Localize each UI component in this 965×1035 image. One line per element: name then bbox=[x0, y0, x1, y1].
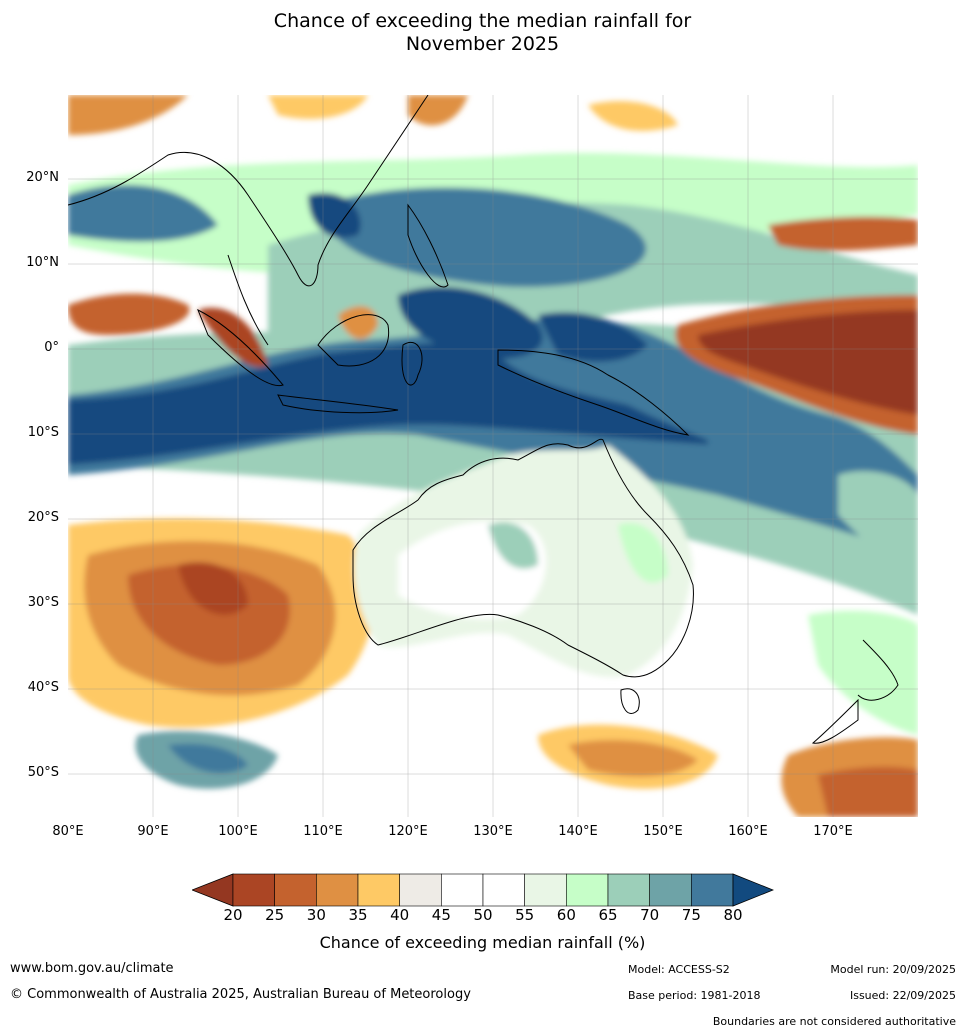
colorbar-tick-label: 55 bbox=[515, 906, 535, 924]
title-line-2: November 2025 bbox=[405, 33, 560, 55]
model-text: Model: ACCESS-S2 bbox=[628, 963, 730, 976]
title-line-1: Chance of exceeding the median rainfall … bbox=[273, 10, 692, 32]
lon-label-100e: 100°E bbox=[218, 824, 258, 839]
colorbar-tick-label: 40 bbox=[390, 906, 410, 924]
java-coast bbox=[277, 394, 399, 414]
lat-label-30s: 30°S bbox=[27, 595, 59, 610]
lat-label-50s: 50°S bbox=[27, 765, 59, 780]
graticule bbox=[68, 95, 918, 817]
lon-label-90e: 90°E bbox=[137, 824, 169, 839]
lon-label-150e: 150°E bbox=[643, 824, 683, 839]
colorbar-tick-label: 20 bbox=[223, 906, 243, 924]
colorbar-segment bbox=[316, 873, 359, 907]
lat-label-10n: 10°N bbox=[26, 255, 59, 270]
base-period-text: Base period: 1981-2018 bbox=[628, 989, 761, 1002]
malay-peninsula-coast bbox=[227, 254, 269, 346]
sulawesi-coast bbox=[401, 342, 423, 386]
colorbar-tick-label: 45 bbox=[431, 906, 451, 924]
lon-label-110e: 110°E bbox=[303, 824, 343, 839]
colorbar-tick-label: 70 bbox=[640, 906, 660, 924]
rainfall-map bbox=[68, 95, 918, 817]
colorbar-tick-label: 65 bbox=[598, 906, 618, 924]
colorbar-segment bbox=[357, 873, 400, 907]
disclaimer-text: Boundaries are not considered authoritat… bbox=[712, 1015, 956, 1028]
colorbar-tick-label: 75 bbox=[681, 906, 701, 924]
colorbar-tick-label: 25 bbox=[265, 906, 285, 924]
lat-label-20s: 20°S bbox=[27, 510, 59, 525]
australia-coast bbox=[352, 438, 694, 678]
new-zealand-north-coast bbox=[857, 639, 899, 701]
lon-label-160e: 160°E bbox=[728, 824, 768, 839]
colorbar-segment bbox=[649, 873, 692, 907]
colorbar-segment bbox=[691, 873, 734, 907]
colorbar-under-arrow bbox=[192, 873, 234, 907]
model-run-text: Model run: 20/09/2025 bbox=[830, 963, 956, 976]
philippines-coast bbox=[407, 203, 449, 288]
lon-label-170e: 170°E bbox=[813, 824, 853, 839]
colorbar-segment bbox=[566, 873, 609, 907]
tasmania-coast bbox=[620, 688, 640, 714]
colorbar-segment bbox=[232, 873, 275, 907]
colorbar-segment bbox=[482, 873, 525, 907]
colorbar-segment bbox=[274, 873, 317, 907]
lat-label-20n: 20°N bbox=[26, 170, 59, 185]
colorbar-segment bbox=[607, 873, 650, 907]
colorbar-segment bbox=[441, 873, 484, 907]
website-link[interactable]: www.bom.gov.au/climate bbox=[10, 961, 174, 976]
colorbar-segment bbox=[524, 873, 567, 907]
new-guinea-coast bbox=[497, 349, 690, 436]
colorbar-tick-label: 35 bbox=[348, 906, 368, 924]
colorbar-segments bbox=[232, 873, 734, 907]
lon-label-140e: 140°E bbox=[558, 824, 598, 839]
lon-label-80e: 80°E bbox=[52, 824, 84, 839]
lat-label-10s: 10°S bbox=[27, 425, 59, 440]
colorbar-tick-label: 30 bbox=[306, 906, 326, 924]
lon-label-130e: 130°E bbox=[473, 824, 513, 839]
lat-label-0: 0° bbox=[44, 340, 59, 355]
lon-label-120e: 120°E bbox=[388, 824, 428, 839]
issued-text: Issued: 22/09/2025 bbox=[849, 989, 956, 1002]
colorbar-tick-label: 60 bbox=[556, 906, 576, 924]
lat-label-40s: 40°S bbox=[27, 680, 59, 695]
colorbar-over-arrow bbox=[732, 873, 774, 907]
colorbar-tick-label: 80 bbox=[723, 906, 743, 924]
sumatra-coast bbox=[197, 308, 284, 387]
borneo-coast bbox=[317, 314, 390, 367]
colorbar-label: Chance of exceeding median rainfall (%) bbox=[319, 933, 646, 952]
colorbar-tick-label: 50 bbox=[473, 906, 493, 924]
map-title: Chance of exceeding the median rainfall … bbox=[0, 10, 965, 56]
new-zealand-south-coast bbox=[811, 698, 859, 744]
copyright-text: © Commonwealth of Australia 2025, Austra… bbox=[10, 987, 471, 1002]
colorbar-segment bbox=[399, 873, 442, 907]
asia-mainland-coast bbox=[68, 95, 429, 287]
coastlines bbox=[68, 95, 899, 744]
colorbar bbox=[192, 873, 774, 907]
